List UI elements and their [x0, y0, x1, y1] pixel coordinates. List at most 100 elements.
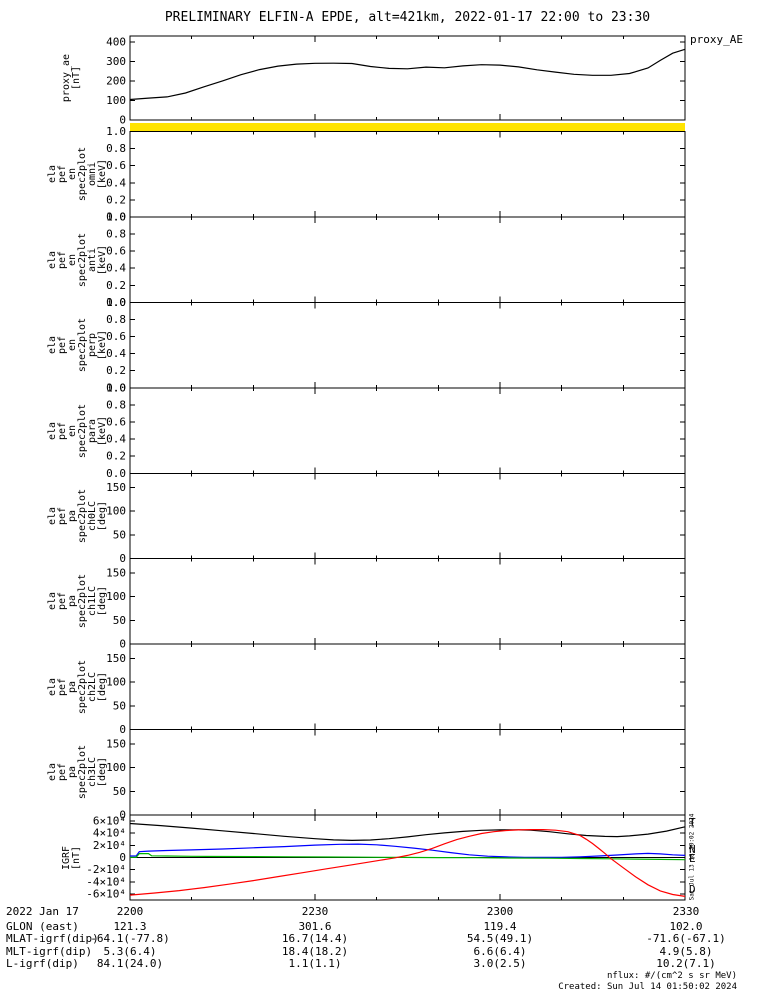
footer-value: 102.0 — [669, 920, 703, 933]
y-tick-label: 400 — [106, 35, 126, 48]
series-E — [130, 852, 686, 861]
y-tick-label: 150 — [106, 566, 126, 579]
footer-row-glon: GLON (east) 121.3 301.6 119.4 102.0 — [0, 920, 775, 933]
y-tick-label: 0.0 — [106, 467, 126, 480]
ylabel-word: [keV] — [97, 415, 108, 446]
ylabel-pa_ch3lc: ela pef pa spec2plot ch3LC [deg] — [47, 745, 108, 799]
nflux-units-note: nflux: #/(cm^2 s sr MeV) — [606, 971, 737, 981]
ylabel-igrf: IGRF [nT] — [61, 845, 82, 870]
y-tick-label: 2×10⁴ — [93, 839, 126, 852]
series-T — [129, 822, 686, 842]
igrf-series-label-E: E — [689, 852, 696, 865]
ylabel-word: [keV] — [97, 244, 108, 275]
series-proxy_AE — [129, 48, 686, 101]
y-tick-label: 100 — [106, 761, 126, 774]
ylabel-word: [nT] — [71, 65, 82, 91]
y-tick-label: -2×10⁴ — [86, 863, 126, 876]
y-tick-label: 1.0 — [106, 210, 126, 223]
y-tick-label: 100 — [106, 505, 126, 518]
panel-en_para: 0.0 0.2 0.4 0.6 0.8 1.0 — [106, 381, 686, 480]
y-tick-label: 300 — [106, 55, 126, 68]
y-tick-label: 50 — [113, 614, 126, 627]
y-tick-label: 100 — [106, 590, 126, 603]
y-tick-label: 0.4 — [106, 262, 126, 275]
x-tick-label: 2300 — [486, 905, 514, 918]
footer-value: 119.4 — [483, 920, 517, 933]
y-tick-label: 1.0 — [106, 296, 126, 309]
panel-pa_ch2lc: 0 50 100 150 — [106, 643, 686, 736]
footer-value: 18.4(18.2) — [281, 945, 349, 958]
footer-value: 5.3(6.4) — [103, 945, 157, 958]
y-tick-label: -4×10⁴ — [86, 875, 126, 888]
y-tick-label: 0.2 — [106, 450, 126, 463]
ylabel-en_perp: ela pef en spec2plot perp [keV] — [47, 318, 108, 372]
ylabel-pa_ch2lc: ela pef pa spec2plot ch2LC [deg] — [47, 660, 108, 714]
y-tick-label: 0.4 — [106, 347, 126, 360]
footer-row-mlt: MLT-igrf(dip) 5.3(6.4) 18.4(18.2) 6.6(6.… — [0, 945, 775, 958]
y-tick-label: 0.2 — [106, 193, 126, 206]
y-tick-label: 0.8 — [106, 142, 126, 155]
y-tick-label: 100 — [106, 676, 126, 689]
y-tick-label: 0 — [119, 851, 126, 864]
y-tick-label: 0 — [119, 809, 126, 822]
y-tick-label: 100 — [106, 94, 126, 107]
igrf-series-label-T: T — [689, 816, 696, 829]
y-tick-label: 150 — [106, 652, 126, 665]
panel-pa_ch3lc: 0 50 100 150 — [106, 729, 686, 822]
footer-row-label: GLON (east) — [6, 920, 79, 933]
footer-value: 84.1(24.0) — [96, 957, 164, 970]
ylabel-word: [deg] — [97, 586, 108, 617]
ylabel-word: [nT] — [71, 845, 82, 870]
ylabel-word: [keV] — [97, 159, 108, 190]
ylabel-word: [deg] — [97, 757, 108, 788]
y-tick-label: 0.4 — [106, 433, 126, 446]
y-tick-label: 0.8 — [106, 313, 126, 326]
panel-en_anti: 0.0 0.2 0.4 0.6 0.8 1.0 — [106, 210, 686, 309]
x-tick-label: 2230 — [301, 905, 329, 918]
footer-value: 6.6(6.4) — [473, 945, 527, 958]
y-tick-label: 1.0 — [106, 125, 126, 138]
plot-title: PRELIMINARY ELFIN-A EPDE, alt=421km, 202… — [164, 10, 651, 25]
footer-value: 301.6 — [298, 920, 332, 933]
y-tick-label: 200 — [106, 74, 126, 87]
igrf-series-label-D: D — [689, 883, 696, 896]
y-tick-label: 0.4 — [106, 176, 126, 189]
y-tick-label: 0.0 — [106, 381, 126, 394]
y-tick-label: 0.8 — [106, 398, 126, 411]
y-tick-label: 0.6 — [106, 415, 126, 428]
footer-row-label: L-igrf(dip) — [6, 957, 79, 970]
y-tick-label: 0 — [119, 114, 126, 127]
ylabel-pa_ch0lc: ela pef pa spec2plot ch0LC [deg] — [47, 489, 108, 543]
date-label: 2022 Jan 17 — [6, 905, 79, 918]
footer-value: -71.6(-67.1) — [646, 932, 726, 945]
ylabel-pa_ch1lc: ela pef pa spec2plot ch1LC [deg] — [47, 574, 108, 628]
y-tick-label: 0.0 — [106, 296, 126, 309]
y-tick-label: 0.6 — [106, 330, 126, 343]
footer-value: -64.1(-77.8) — [90, 932, 170, 945]
ylabel-en_omni: ela pef en spec2plot omni [keV] — [47, 147, 108, 201]
footer-value: 4.9(5.8) — [659, 945, 713, 958]
proxy-ae-right-label: proxy_AE — [690, 33, 743, 46]
ylabel-word: [keV] — [97, 330, 108, 361]
panel-pa_ch0lc: 0 50 100 150 — [106, 472, 686, 565]
y-tick-label: 0.8 — [106, 228, 126, 241]
footer-value: 54.5(49.1) — [466, 932, 534, 945]
panel-pa_ch1lc: 0 50 100 150 — [106, 558, 686, 651]
y-tick-label: 0.0 — [106, 210, 126, 223]
saturated-spectrogram-band — [130, 123, 685, 132]
footer-value: 121.3 — [113, 920, 147, 933]
footer-value: 3.0(2.5) — [473, 957, 527, 970]
y-tick-label: 6×10⁴ — [93, 815, 126, 828]
ylabel-word: [deg] — [97, 500, 108, 532]
ylabel-word: [deg] — [97, 671, 108, 702]
y-tick-label: 50 — [113, 785, 126, 798]
y-tick-label: 0.2 — [106, 279, 126, 292]
y-tick-label: 50 — [113, 699, 126, 712]
y-tick-label: 150 — [106, 737, 126, 750]
created-timestamp: Created: Sun Jul 14 01:50:02 2024 — [558, 982, 737, 992]
y-tick-label: 4×10⁴ — [93, 827, 126, 840]
y-tick-label: 150 — [106, 481, 126, 494]
